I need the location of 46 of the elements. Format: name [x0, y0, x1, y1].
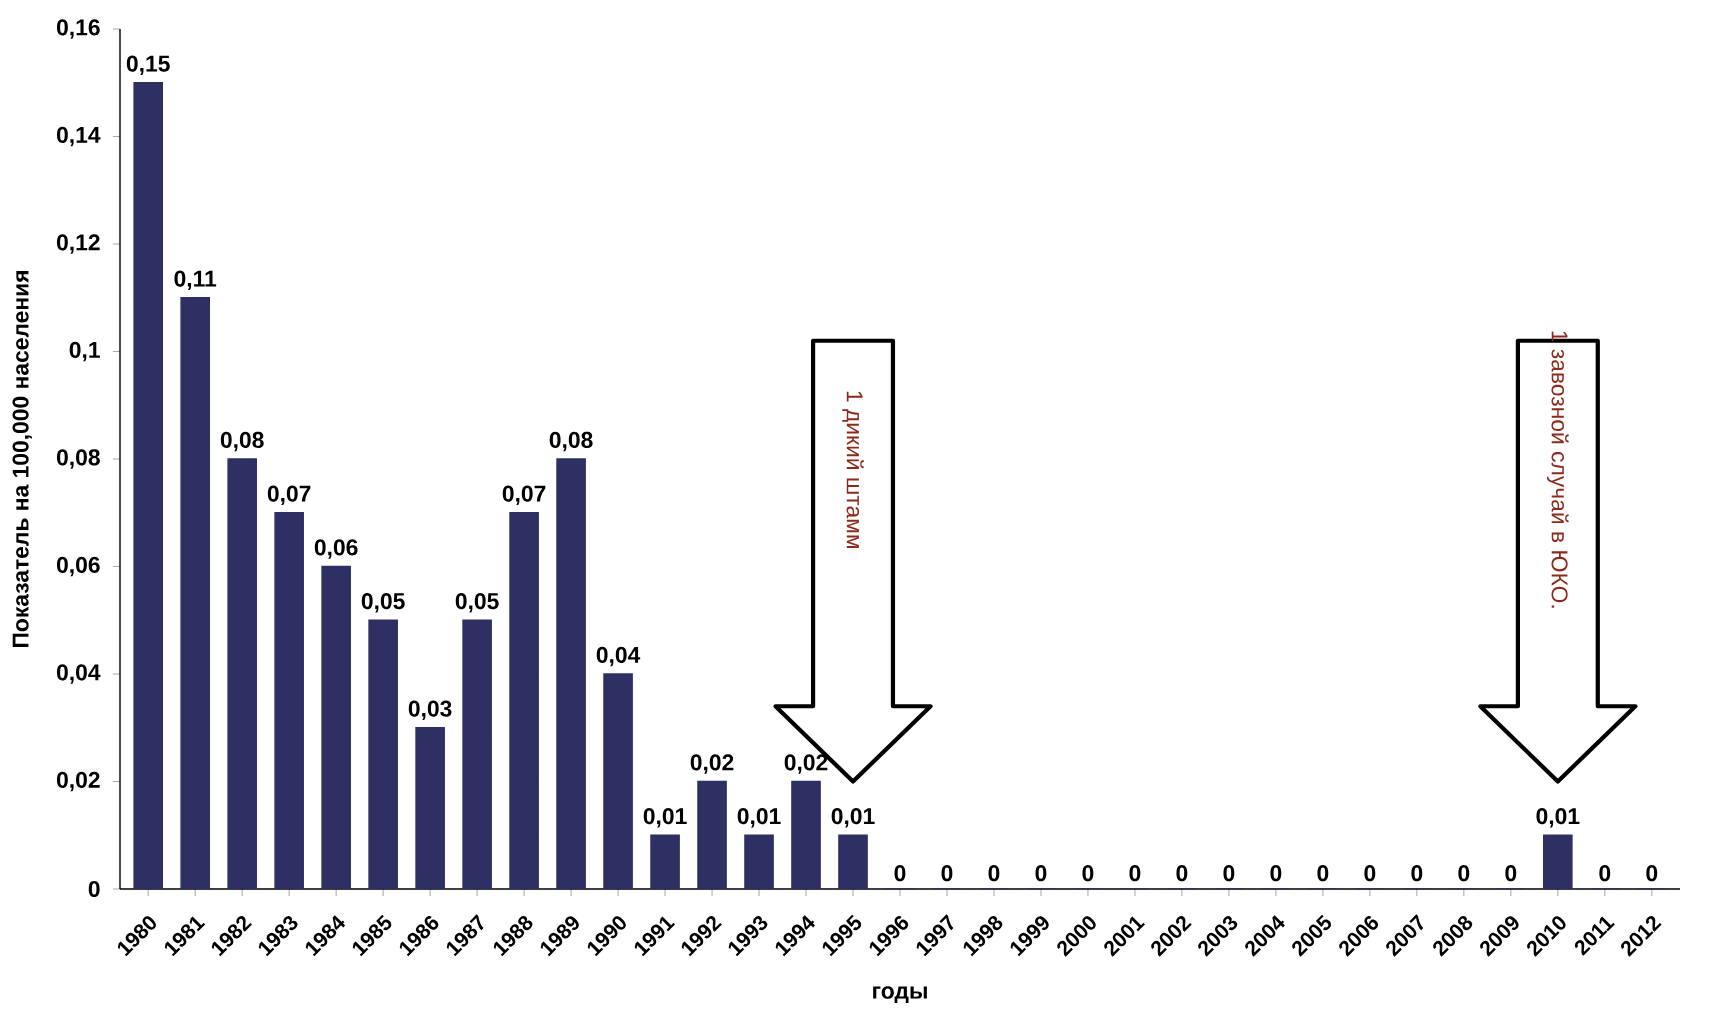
- data-label: 0: [1176, 865, 1188, 882]
- data-label: 0: [1082, 865, 1094, 882]
- y-tick-label: 0,04: [56, 664, 101, 684]
- y-tick-label: 0,16: [56, 19, 100, 39]
- data-label: 0: [1458, 865, 1470, 882]
- data-label: 0: [1270, 865, 1282, 882]
- data-label: 0,04: [596, 646, 641, 667]
- data-label: 0,03: [408, 700, 452, 720]
- data-label: 0,01: [831, 808, 875, 828]
- data-label: 0: [1505, 865, 1517, 882]
- data-label: 0: [1364, 865, 1376, 882]
- y-tick-label: 0,08: [56, 449, 100, 469]
- data-label: 0: [1223, 865, 1235, 882]
- y-tick-label: 0,06: [56, 556, 100, 577]
- y-axis-title: Показатель на 100,000 населения: [12, 271, 32, 648]
- data-label: 0,06: [314, 539, 358, 559]
- data-label: 0,02: [690, 754, 734, 774]
- data-label: 0: [1411, 865, 1423, 882]
- data-label: 0,01: [1536, 808, 1580, 828]
- y-tick-label: 0,14: [56, 126, 101, 147]
- data-label: 0,08: [549, 431, 593, 452]
- data-label: 0,01: [643, 808, 687, 828]
- data-label: 0: [894, 865, 906, 882]
- data-label: 0: [1599, 865, 1611, 882]
- data-label: 0: [1129, 865, 1141, 882]
- data-label: 0,07: [267, 485, 311, 505]
- y-tick-label: 0: [88, 880, 100, 898]
- data-label: 0,01: [737, 808, 781, 828]
- data-label: 0,08: [220, 431, 264, 452]
- data-label: 0,07: [502, 485, 546, 505]
- data-label: 0: [1317, 865, 1329, 882]
- data-label: 0,05: [455, 593, 499, 613]
- y-tick-label: 0,1: [69, 341, 100, 362]
- data-label: 0: [1646, 865, 1658, 882]
- data-label: 0,02: [784, 754, 828, 774]
- x-axis-title: годы: [873, 986, 927, 1004]
- data-label: 0: [1035, 865, 1047, 882]
- data-label: 0: [941, 865, 953, 882]
- annotation: 1 завозной случай в ЮКО.: [1546, 331, 1569, 608]
- data-label: 0: [988, 865, 1000, 882]
- y-tick-label: 0,02: [56, 771, 100, 792]
- data-label: 0,11: [174, 270, 217, 290]
- annotation: 1 дикий штамм: [842, 391, 864, 549]
- data-label: 0,15: [126, 55, 170, 75]
- y-tick-label: 0,12: [56, 234, 100, 254]
- data-label: 0,05: [361, 593, 405, 613]
